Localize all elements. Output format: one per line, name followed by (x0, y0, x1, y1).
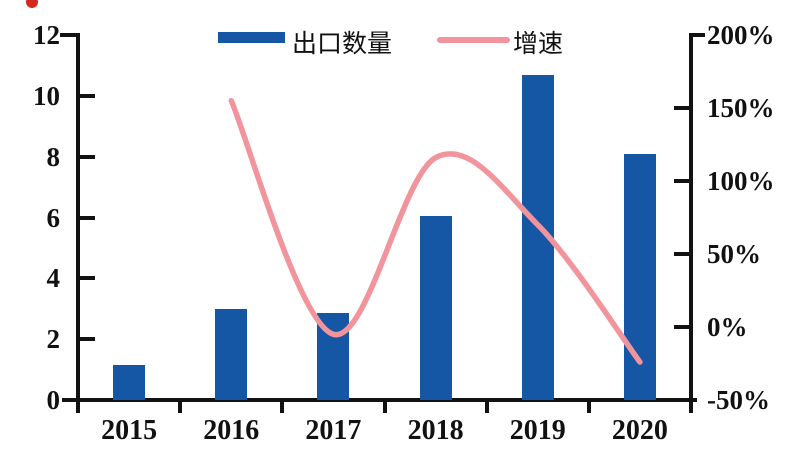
left-axis-line (76, 33, 80, 404)
right-axis-label: 50% (707, 239, 761, 269)
left-axis-label: 2 (46, 324, 61, 355)
left-axis-tick (80, 93, 95, 98)
left-axis-tick (80, 154, 95, 159)
x-axis-label-2017: 2017 (305, 415, 362, 446)
left-axis-label: 6 (46, 202, 61, 233)
x-axis-label-2018: 2018 (407, 415, 464, 446)
bar-2015 (113, 365, 146, 400)
x-axis-tick (280, 400, 285, 413)
right-axis-tick (674, 179, 689, 183)
legend-bar-swatch (218, 32, 285, 43)
x-axis-label-2015: 2015 (101, 415, 158, 446)
x-axis-label-2016: 2016 (203, 415, 260, 446)
left-axis-tick (80, 337, 95, 342)
right-axis-line (689, 33, 693, 404)
x-axis-tick (178, 400, 183, 413)
right-axis-label: 100% (707, 166, 775, 196)
right-axis-label: -50% (707, 385, 770, 415)
left-axis-label: 8 (46, 141, 61, 172)
left-axis-label: 4 (46, 263, 61, 294)
bar-2018 (419, 215, 452, 400)
left-axis-top-hook (60, 33, 78, 37)
x-axis-label-2020: 2020 (611, 415, 668, 446)
x-axis-tick (689, 400, 693, 413)
x-axis-tick (76, 400, 80, 413)
right-axis-tick (674, 325, 689, 329)
legend-line-swatch (437, 37, 510, 43)
right-axis-tick (674, 398, 689, 402)
bar-2016 (215, 308, 248, 400)
right-axis-top-hook (691, 33, 705, 37)
left-axis-label: 0 (46, 385, 61, 415)
right-axis-tick (674, 252, 689, 256)
growth-line-path (228, 97, 643, 365)
left-axis-tick (80, 398, 95, 402)
red-corner-mark (26, 0, 38, 8)
right-axis-label: 200% (707, 20, 775, 50)
x-axis-tick (484, 400, 489, 413)
left-axis-tick (80, 215, 95, 220)
x-axis-tick (382, 400, 387, 413)
left-axis-label: 12 (33, 20, 60, 50)
left-axis-tick (80, 276, 95, 281)
left-axis-label: 10 (33, 80, 60, 111)
right-axis-label: 150% (707, 93, 775, 123)
x-axis-label-2019: 2019 (509, 415, 566, 446)
x-axis-tick (586, 400, 591, 413)
right-axis-label: 0% (707, 312, 748, 342)
legend-bar-label: 出口数量 (292, 31, 393, 58)
legend-line-label: 增速 (513, 31, 564, 58)
right-axis-tick (674, 106, 689, 110)
x-axis-line (62, 398, 697, 402)
